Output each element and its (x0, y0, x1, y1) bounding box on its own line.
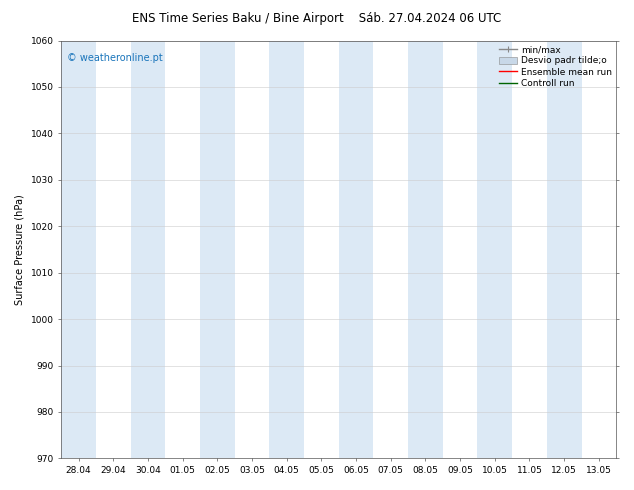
Text: ENS Time Series Baku / Bine Airport    Sáb. 27.04.2024 06 UTC: ENS Time Series Baku / Bine Airport Sáb.… (133, 12, 501, 25)
Legend: min/max, Desvio padr tilde;o, Ensemble mean run, Controll run: min/max, Desvio padr tilde;o, Ensemble m… (499, 45, 612, 88)
Bar (547, 41, 581, 458)
Bar (61, 41, 96, 458)
Bar (269, 41, 304, 458)
Bar (200, 41, 235, 458)
Bar (339, 41, 373, 458)
Bar (408, 41, 443, 458)
Text: © weatheronline.pt: © weatheronline.pt (67, 53, 162, 63)
Bar (131, 41, 165, 458)
Y-axis label: Surface Pressure (hPa): Surface Pressure (hPa) (15, 194, 25, 305)
Bar (477, 41, 512, 458)
